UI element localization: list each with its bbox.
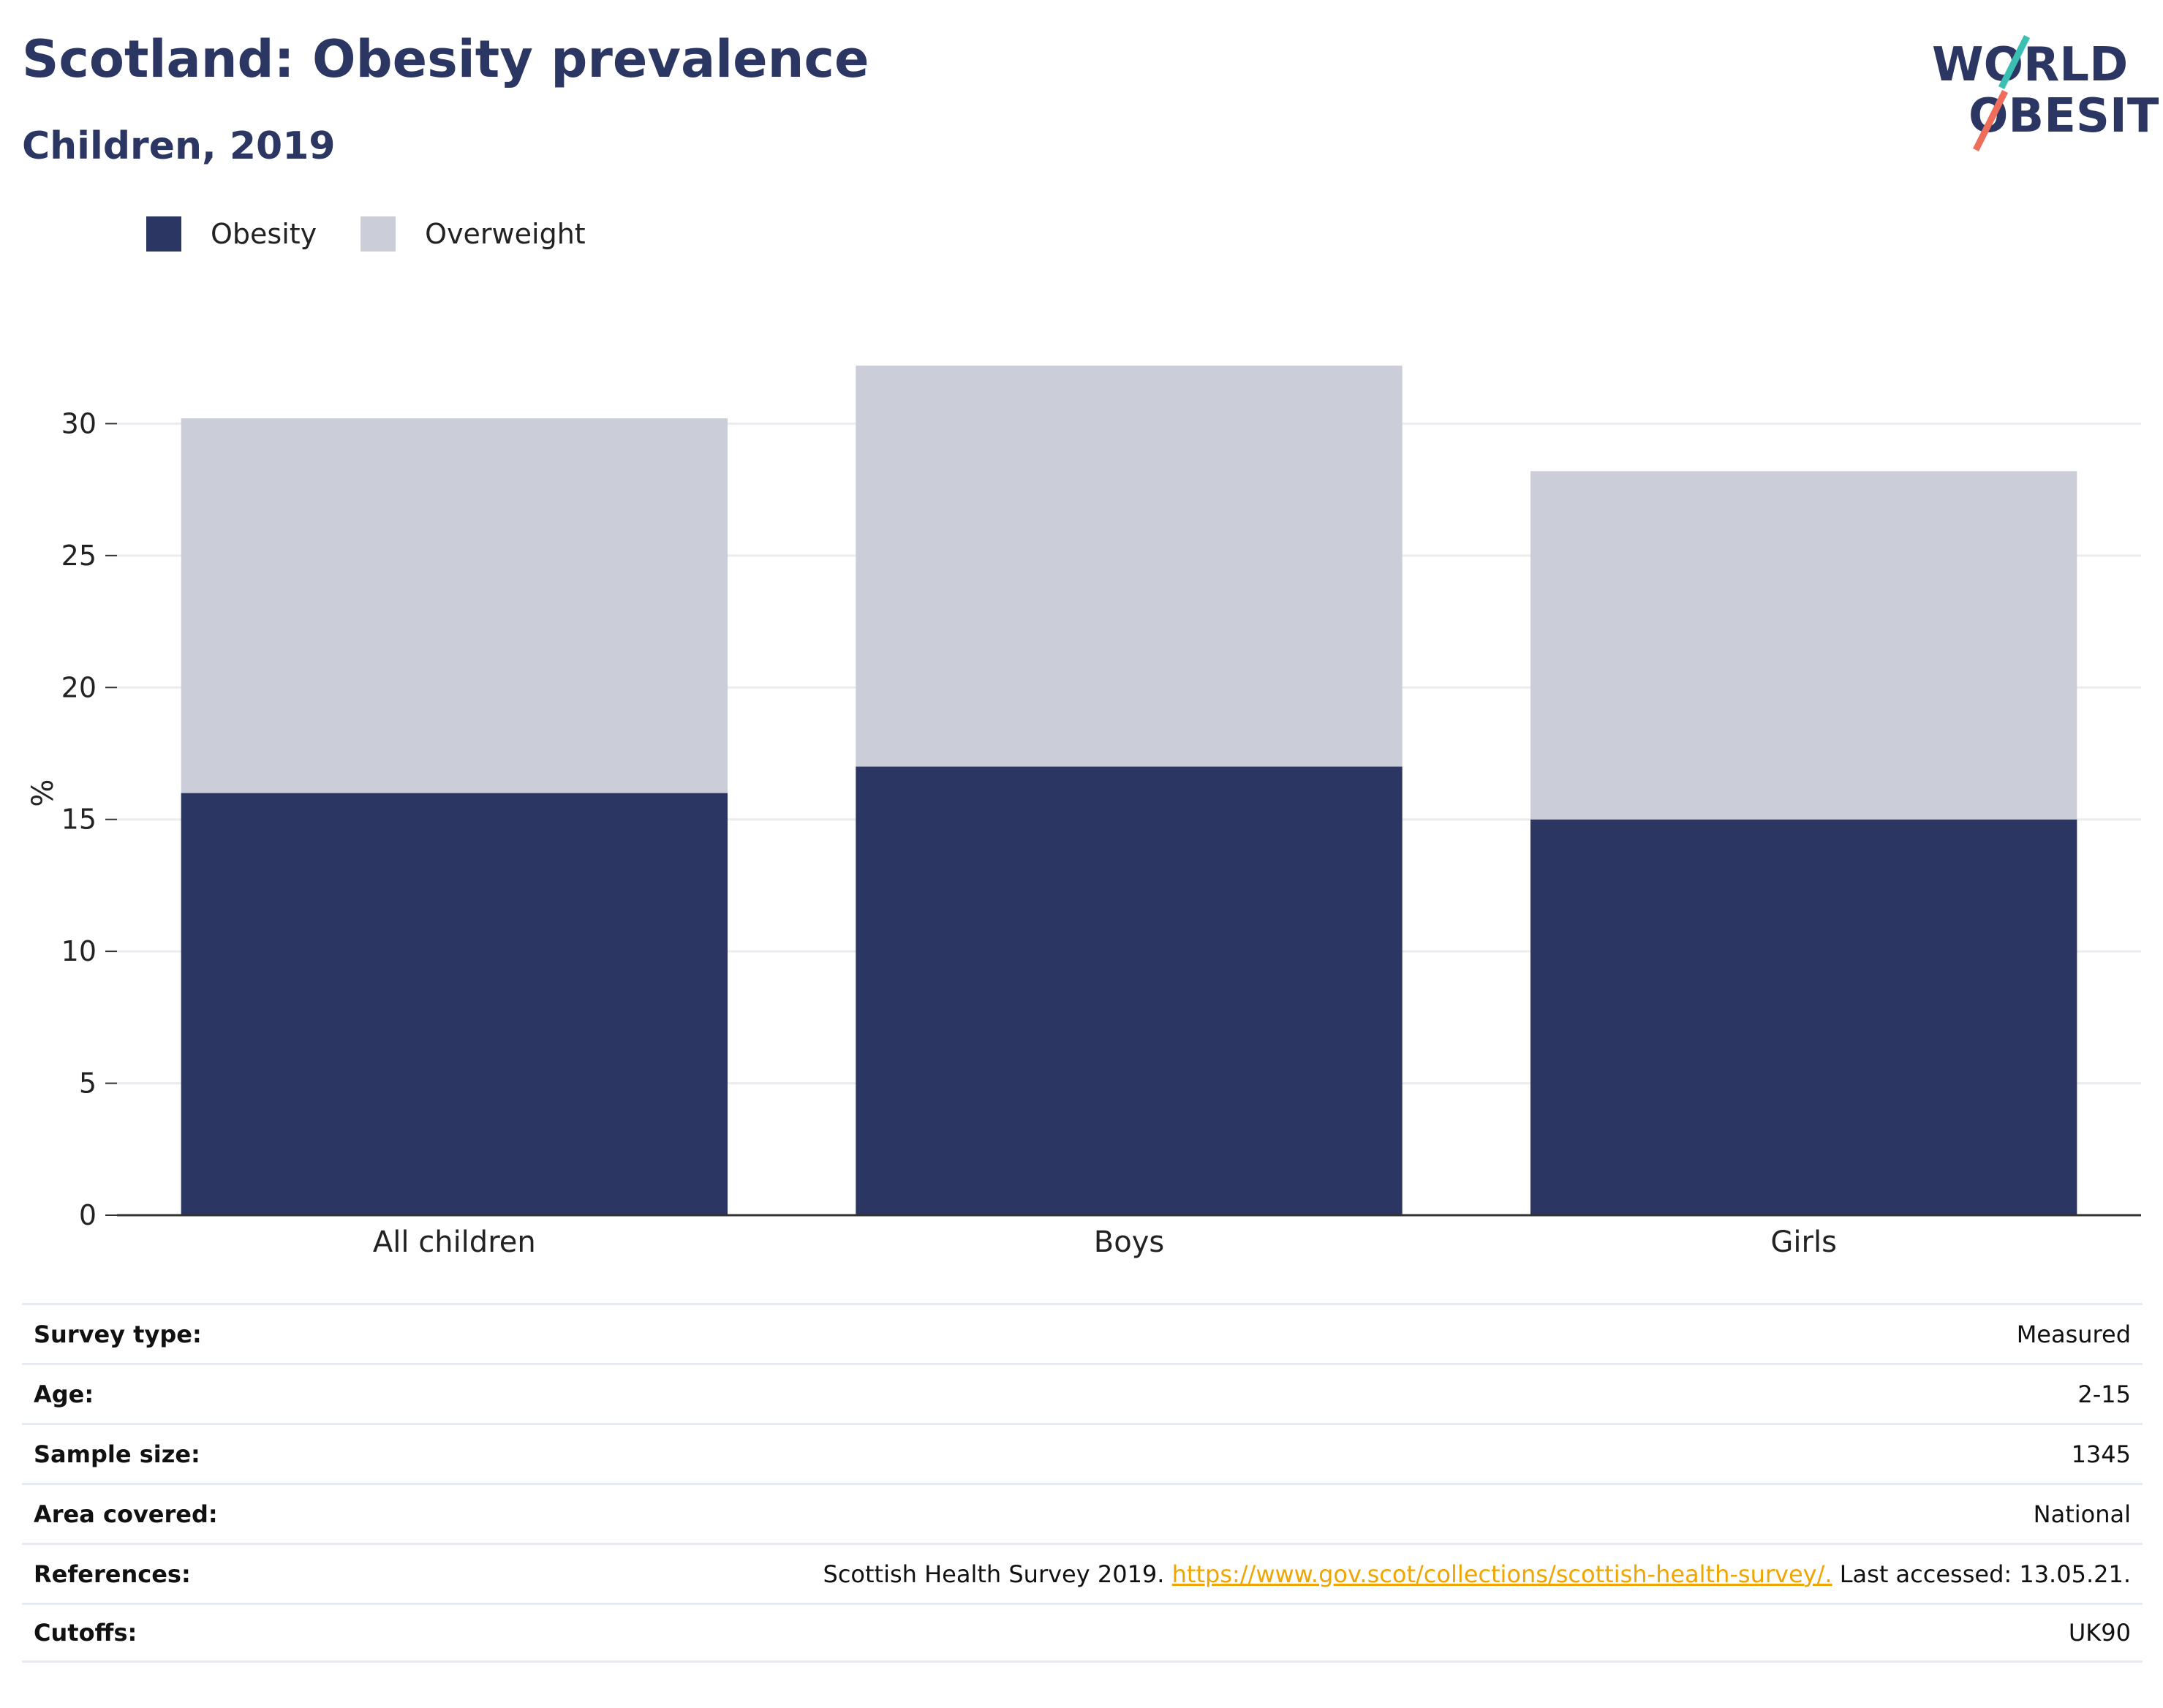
bar-obesity-all-children — [181, 793, 728, 1215]
legend-item-obesity[interactable]: Obesity — [146, 216, 317, 252]
info-row-area-covered: Area covered: National — [22, 1483, 2143, 1543]
bar-overweight-girls — [1530, 471, 2077, 820]
info-row-age: Age: 2-15 — [22, 1363, 2143, 1423]
info-key: Survey type: — [34, 1320, 202, 1348]
chart-title: Scotland: Obesity prevalence — [22, 29, 869, 89]
legend: Obesity Overweight — [146, 216, 630, 252]
bar-obesity-boys — [856, 766, 1403, 1215]
info-key: Area covered: — [34, 1500, 218, 1528]
legend-label-obesity: Obesity — [211, 218, 317, 250]
info-row-survey-type: Survey type: Measured — [22, 1303, 2143, 1363]
legend-swatch-obesity — [146, 216, 181, 252]
svg-text:OBESITY: OBESITY — [1968, 89, 2159, 143]
info-key: Cutoffs: — [34, 1619, 137, 1647]
reference-text: Scottish Health Survey 2019. — [823, 1560, 1172, 1588]
info-value: National — [2033, 1500, 2131, 1528]
legend-item-overweight[interactable]: Overweight — [360, 216, 586, 252]
x-tick-label: All children — [373, 1225, 536, 1259]
y-tick-label: 0 — [79, 1199, 97, 1231]
bar-obesity-girls — [1530, 819, 2077, 1215]
reference-link[interactable]: https://www.gov.scot/collections/scottis… — [1171, 1560, 1832, 1588]
bar-overweight-all-children — [181, 418, 728, 793]
y-tick-label: 10 — [61, 935, 97, 967]
info-row-sample-size: Sample size: 1345 — [22, 1423, 2143, 1483]
world-obesity-logo: WORLD OBESITY — [1932, 34, 2159, 152]
x-tick-label: Girls — [1770, 1225, 1837, 1259]
info-value: Measured — [2016, 1320, 2131, 1348]
svg-text:WORLD: WORLD — [1932, 38, 2128, 92]
chart-subtitle: Children, 2019 — [22, 124, 336, 168]
reference-accessed-text: Last accessed: 13.05.21. — [1832, 1560, 2131, 1588]
y-tick-label: 20 — [61, 671, 97, 703]
y-axis-label: % — [26, 779, 60, 807]
info-key: Sample size: — [34, 1440, 200, 1468]
x-tick-label: Boys — [1094, 1225, 1164, 1259]
y-tick-label: 5 — [79, 1068, 97, 1100]
info-key: Age: — [34, 1380, 94, 1408]
info-row-cutoffs: Cutoffs: UK90 — [22, 1603, 2143, 1663]
bar-chart: 0 5 10 15 20 25 30% All children Boys Girls — [26, 366, 2141, 1259]
legend-swatch-overweight — [360, 216, 396, 252]
bar-overweight-boys — [856, 366, 1403, 767]
y-tick-label: 25 — [61, 540, 97, 572]
info-value: 2-15 — [2077, 1380, 2131, 1408]
info-row-references: References: Scottish Health Survey 2019.… — [22, 1543, 2143, 1603]
info-key: References: — [34, 1560, 191, 1588]
info-value: UK90 — [2068, 1619, 2131, 1647]
y-tick-label: 30 — [61, 407, 97, 439]
info-table: Survey type: Measured Age: 2-15 Sample s… — [22, 1303, 2143, 1663]
legend-label-overweight: Overweight — [425, 218, 586, 250]
info-value: Scottish Health Survey 2019. https://www… — [823, 1560, 2131, 1588]
info-value: 1345 — [2071, 1440, 2131, 1468]
y-tick-label: 15 — [61, 804, 97, 836]
